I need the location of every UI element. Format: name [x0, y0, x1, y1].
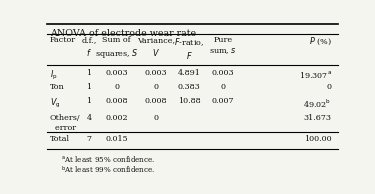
Text: Sum of
squares, $S$: Sum of squares, $S$ [95, 36, 138, 60]
Text: 1: 1 [87, 97, 92, 105]
Text: 0.002: 0.002 [105, 114, 128, 122]
Text: $I_\mathrm{p}$: $I_\mathrm{p}$ [50, 69, 57, 82]
Text: 7: 7 [87, 135, 92, 143]
Text: 0: 0 [114, 83, 119, 91]
Text: 10.88: 10.88 [178, 97, 201, 105]
Text: Factor: Factor [50, 36, 76, 44]
Text: 49.02$^\mathrm{b}$: 49.02$^\mathrm{b}$ [303, 97, 332, 110]
Text: 4: 4 [87, 114, 92, 122]
Text: 0.008: 0.008 [145, 97, 167, 105]
Text: 1: 1 [87, 83, 92, 91]
Text: 31.673: 31.673 [304, 114, 332, 122]
Text: 0.003: 0.003 [105, 69, 128, 77]
Text: 0.383: 0.383 [178, 83, 201, 91]
Text: 0.007: 0.007 [211, 97, 234, 105]
Text: $P$ (%): $P$ (%) [309, 36, 332, 47]
Text: 0.008: 0.008 [105, 97, 128, 105]
Text: Variance,
$V$: Variance, $V$ [137, 36, 175, 58]
Text: 100.00: 100.00 [304, 135, 332, 143]
Text: 0.003: 0.003 [211, 69, 234, 77]
Text: 1: 1 [87, 69, 92, 77]
Text: 0.015: 0.015 [105, 135, 128, 143]
Text: Total: Total [50, 135, 70, 143]
Text: 0: 0 [153, 83, 158, 91]
Text: ANOVA of electrode wear rate: ANOVA of electrode wear rate [50, 29, 196, 37]
Text: 0.003: 0.003 [144, 69, 167, 77]
Text: $F$-ratio,
$F$: $F$-ratio, $F$ [174, 36, 204, 61]
Text: 4.891: 4.891 [178, 69, 201, 77]
Text: 19.307$^\mathrm{a}$: 19.307$^\mathrm{a}$ [298, 69, 332, 80]
Text: Others/
  error: Others/ error [50, 114, 80, 132]
Text: 0: 0 [327, 83, 332, 91]
Text: Pure
sum, $s$: Pure sum, $s$ [209, 36, 237, 56]
Text: $^\mathrm{b}$At least 99% confidence.: $^\mathrm{b}$At least 99% confidence. [62, 165, 156, 176]
Text: d.f.,
$f$: d.f., $f$ [81, 36, 97, 58]
Text: $V_\mathrm{g}$: $V_\mathrm{g}$ [50, 97, 60, 110]
Text: $^\mathrm{a}$At least 95% confidence.: $^\mathrm{a}$At least 95% confidence. [62, 154, 156, 164]
Text: 0: 0 [220, 83, 225, 91]
Text: 0: 0 [153, 114, 158, 122]
Text: Ton: Ton [50, 83, 64, 91]
